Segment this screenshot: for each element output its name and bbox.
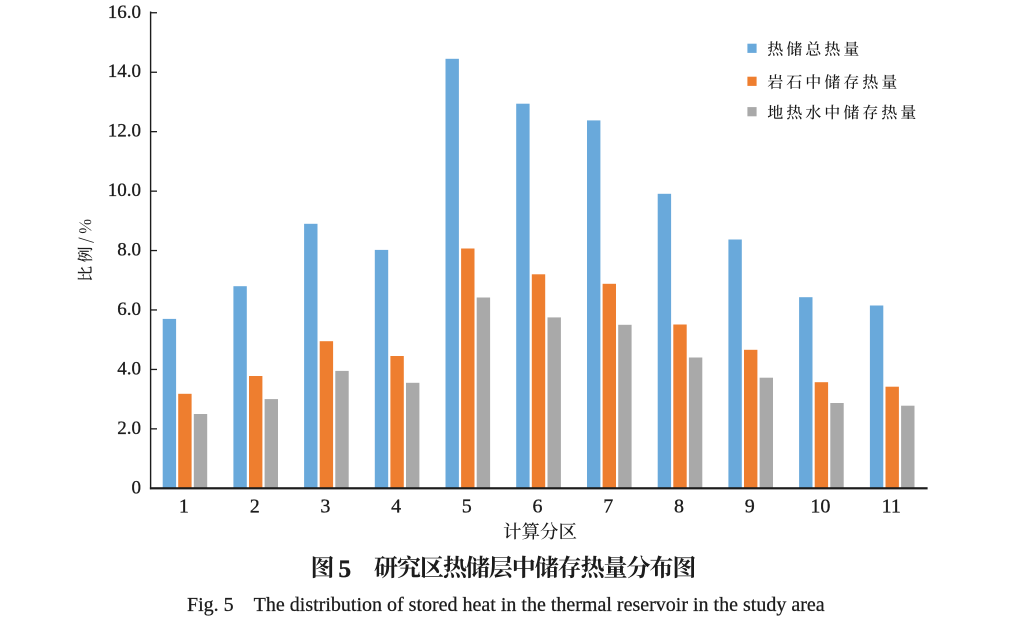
svg-text:12.0: 12.0 [108, 121, 141, 142]
svg-text:8.0: 8.0 [117, 240, 141, 261]
svg-text:8: 8 [674, 495, 684, 517]
svg-text:6: 6 [533, 495, 543, 517]
svg-text:14.0: 14.0 [108, 61, 141, 82]
svg-text:2.0: 2.0 [117, 418, 141, 439]
svg-text:1: 1 [179, 495, 189, 517]
svg-text:10: 10 [810, 495, 830, 517]
svg-text:5: 5 [462, 495, 472, 517]
svg-text:7: 7 [603, 495, 613, 517]
svg-text:2: 2 [250, 495, 260, 517]
svg-text:Fig. 5 The distribution of sto: Fig. 5 The distribution of stored heat i… [187, 594, 825, 616]
svg-text:0: 0 [132, 477, 142, 498]
svg-text:3: 3 [320, 495, 330, 517]
svg-text:4.0: 4.0 [117, 358, 141, 379]
svg-text:4: 4 [391, 495, 401, 517]
svg-text:5: 5 [338, 554, 351, 583]
svg-text:9: 9 [745, 495, 755, 517]
svg-text:6.0: 6.0 [117, 299, 141, 320]
svg-text:16.0: 16.0 [108, 2, 141, 23]
svg-text:11: 11 [882, 495, 901, 517]
svg-text:10.0: 10.0 [108, 180, 141, 201]
